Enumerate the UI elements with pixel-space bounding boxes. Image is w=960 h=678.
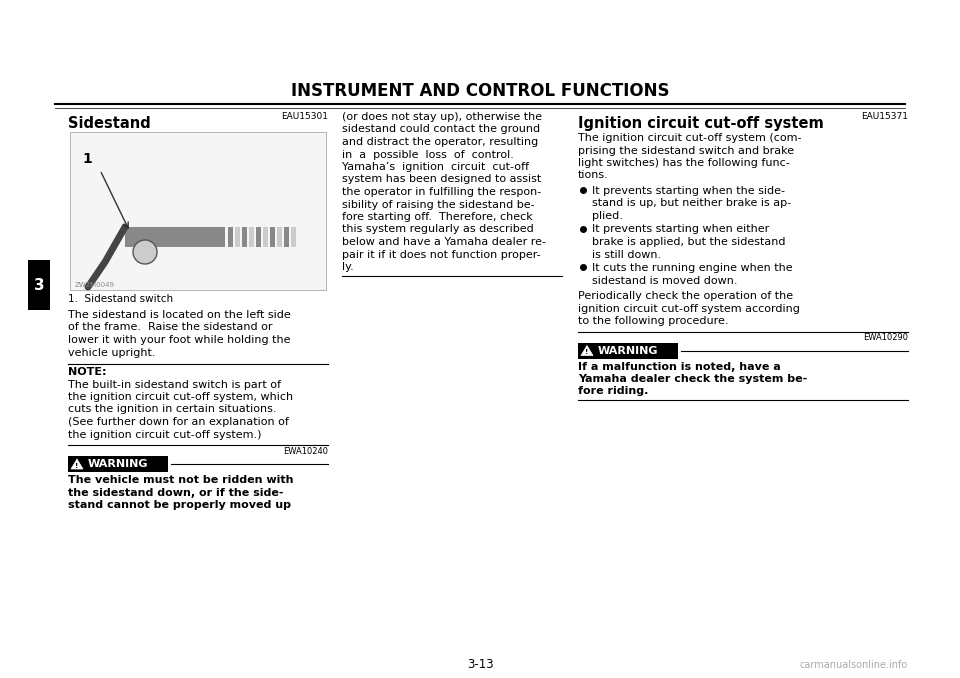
Text: the operator in fulfilling the respon-: the operator in fulfilling the respon- <box>342 187 541 197</box>
Bar <box>70 132 326 290</box>
Text: Sidestand: Sidestand <box>68 116 151 131</box>
Text: NOTE:: NOTE: <box>68 367 107 377</box>
Text: this system regularly as described: this system regularly as described <box>342 224 534 235</box>
Text: Periodically check the operation of the: Periodically check the operation of the <box>578 291 793 301</box>
Bar <box>270 227 275 247</box>
Bar <box>277 227 282 247</box>
Text: to the following procedure.: to the following procedure. <box>578 316 729 326</box>
Text: light switches) has the following func-: light switches) has the following func- <box>578 158 790 168</box>
Text: !: ! <box>586 349 588 355</box>
Polygon shape <box>71 459 83 469</box>
Text: fore starting off.  Therefore, check: fore starting off. Therefore, check <box>342 212 533 222</box>
Bar <box>256 227 261 247</box>
Text: the ignition circuit cut-off system, which: the ignition circuit cut-off system, whi… <box>68 392 293 402</box>
Text: carmanualsonline.info: carmanualsonline.info <box>800 660 908 670</box>
Text: is still down.: is still down. <box>592 250 661 260</box>
Text: prising the sidestand switch and brake: prising the sidestand switch and brake <box>578 146 794 155</box>
Bar <box>235 227 240 247</box>
Text: It prevents starting when the side-: It prevents starting when the side- <box>592 186 785 196</box>
Text: (See further down for an explanation of: (See further down for an explanation of <box>68 417 289 427</box>
Text: Ignition circuit cut-off system: Ignition circuit cut-off system <box>578 116 824 131</box>
Text: The sidestand is located on the left side: The sidestand is located on the left sid… <box>68 310 291 320</box>
Text: If a malfunction is noted, have a: If a malfunction is noted, have a <box>578 361 780 372</box>
Bar <box>578 342 678 359</box>
Text: !: ! <box>76 463 79 469</box>
Text: WARNING: WARNING <box>598 346 659 355</box>
Text: the sidestand down, or if the side-: the sidestand down, or if the side- <box>68 487 283 498</box>
Text: 3: 3 <box>34 277 44 292</box>
Bar <box>263 227 268 247</box>
Text: cuts the ignition in certain situations.: cuts the ignition in certain situations. <box>68 405 276 414</box>
Text: of the frame.  Raise the sidestand or: of the frame. Raise the sidestand or <box>68 323 273 332</box>
Text: and distract the operator, resulting: and distract the operator, resulting <box>342 137 539 147</box>
Text: WARNING: WARNING <box>88 459 149 469</box>
Text: INSTRUMENT AND CONTROL FUNCTIONS: INSTRUMENT AND CONTROL FUNCTIONS <box>291 82 669 100</box>
Text: The vehicle must not be ridden with: The vehicle must not be ridden with <box>68 475 294 485</box>
Text: ignition circuit cut-off system according: ignition circuit cut-off system accordin… <box>578 304 800 313</box>
Text: It prevents starting when either: It prevents starting when either <box>592 224 769 235</box>
Text: system has been designed to assist: system has been designed to assist <box>342 174 541 184</box>
Bar <box>228 227 233 247</box>
Text: stand cannot be properly moved up: stand cannot be properly moved up <box>68 500 291 510</box>
Text: EWA10240: EWA10240 <box>283 447 328 456</box>
Text: plied.: plied. <box>592 211 623 221</box>
Bar <box>291 227 296 247</box>
Polygon shape <box>581 346 593 355</box>
Bar <box>249 227 254 247</box>
Text: 1: 1 <box>82 152 92 166</box>
Text: pair it if it does not function proper-: pair it if it does not function proper- <box>342 250 540 260</box>
Text: vehicle upright.: vehicle upright. <box>68 348 156 357</box>
Text: (or does not stay up), otherwise the: (or does not stay up), otherwise the <box>342 112 542 122</box>
Text: below and have a Yamaha dealer re-: below and have a Yamaha dealer re- <box>342 237 546 247</box>
Text: stand is up, but neither brake is ap-: stand is up, but neither brake is ap- <box>592 199 791 209</box>
Text: 3-13: 3-13 <box>467 658 493 671</box>
Text: ZW2M0049: ZW2M0049 <box>75 282 115 288</box>
Text: in  a  possible  loss  of  control.: in a possible loss of control. <box>342 150 514 159</box>
Text: tions.: tions. <box>578 170 609 180</box>
Bar <box>125 227 225 247</box>
Text: EAU15301: EAU15301 <box>281 112 328 121</box>
Bar <box>68 456 168 472</box>
Text: sibility of raising the sidestand be-: sibility of raising the sidestand be- <box>342 199 535 210</box>
Bar <box>28 260 50 310</box>
Text: EAU15371: EAU15371 <box>861 112 908 121</box>
Bar <box>284 227 289 247</box>
Text: brake is applied, but the sidestand: brake is applied, but the sidestand <box>592 237 785 247</box>
Text: The built-in sidestand switch is part of: The built-in sidestand switch is part of <box>68 380 281 389</box>
Text: lower it with your foot while holding the: lower it with your foot while holding th… <box>68 335 291 345</box>
Text: the ignition circuit cut-off system.): the ignition circuit cut-off system.) <box>68 429 261 439</box>
Text: It cuts the running engine when the: It cuts the running engine when the <box>592 263 793 273</box>
Text: The ignition circuit cut-off system (com-: The ignition circuit cut-off system (com… <box>578 133 802 143</box>
Text: 1.  Sidestand switch: 1. Sidestand switch <box>68 294 173 304</box>
Text: Yamaha dealer check the system be-: Yamaha dealer check the system be- <box>578 374 807 384</box>
Text: sidestand is moved down.: sidestand is moved down. <box>592 275 737 285</box>
Circle shape <box>133 240 157 264</box>
Bar <box>242 227 247 247</box>
Text: fore riding.: fore riding. <box>578 386 648 397</box>
Text: ly.: ly. <box>342 262 353 272</box>
Text: Yamaha’s  ignition  circuit  cut-off: Yamaha’s ignition circuit cut-off <box>342 162 529 172</box>
Text: sidestand could contact the ground: sidestand could contact the ground <box>342 125 540 134</box>
Text: EWA10290: EWA10290 <box>863 334 908 342</box>
